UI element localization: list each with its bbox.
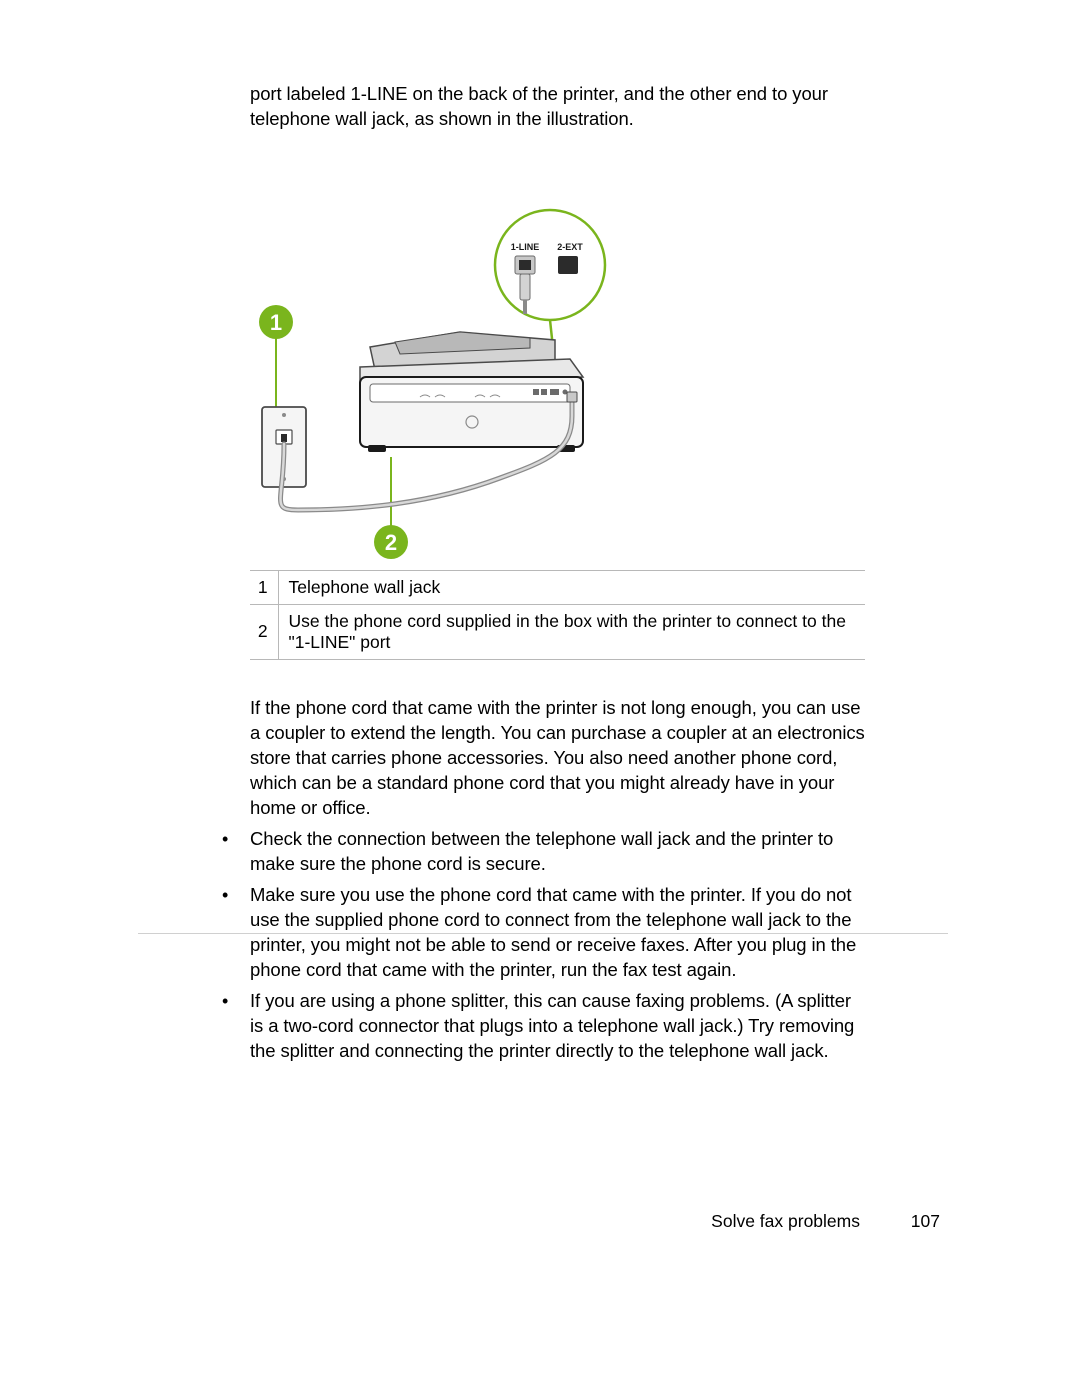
illustration-legend-table: 1 Telephone wall jack 2 Use the phone co…: [250, 570, 865, 660]
bullet-item: Check the connection between the telepho…: [220, 827, 865, 877]
legend-text: Use the phone cord supplied in the box w…: [278, 604, 865, 659]
connection-illustration: 1-LINE 2-EXT: [250, 152, 865, 552]
bullet-item: If you are using a phone splitter, this …: [220, 989, 865, 1064]
legend-num: 2: [250, 604, 278, 659]
port-label-1line: 1-LINE: [511, 242, 540, 252]
legend-row: 1 Telephone wall jack: [250, 570, 865, 604]
legend-text: Telephone wall jack: [278, 570, 865, 604]
coupler-paragraph: If the phone cord that came with the pri…: [250, 696, 865, 821]
section-divider: [138, 933, 948, 934]
intro-paragraph: port labeled 1-LINE on the back of the p…: [250, 82, 865, 132]
port-label-2ext: 2-EXT: [557, 242, 583, 252]
callout-badge-1: 1: [270, 310, 282, 335]
footer-page-number: 107: [911, 1211, 940, 1232]
footer-section-title: Solve fax problems: [711, 1211, 860, 1232]
legend-num: 1: [250, 570, 278, 604]
callout-badge-2: 2: [385, 530, 397, 555]
troubleshoot-bullets: Check the connection between the telepho…: [220, 827, 865, 1064]
legend-row: 2 Use the phone cord supplied in the box…: [250, 604, 865, 659]
